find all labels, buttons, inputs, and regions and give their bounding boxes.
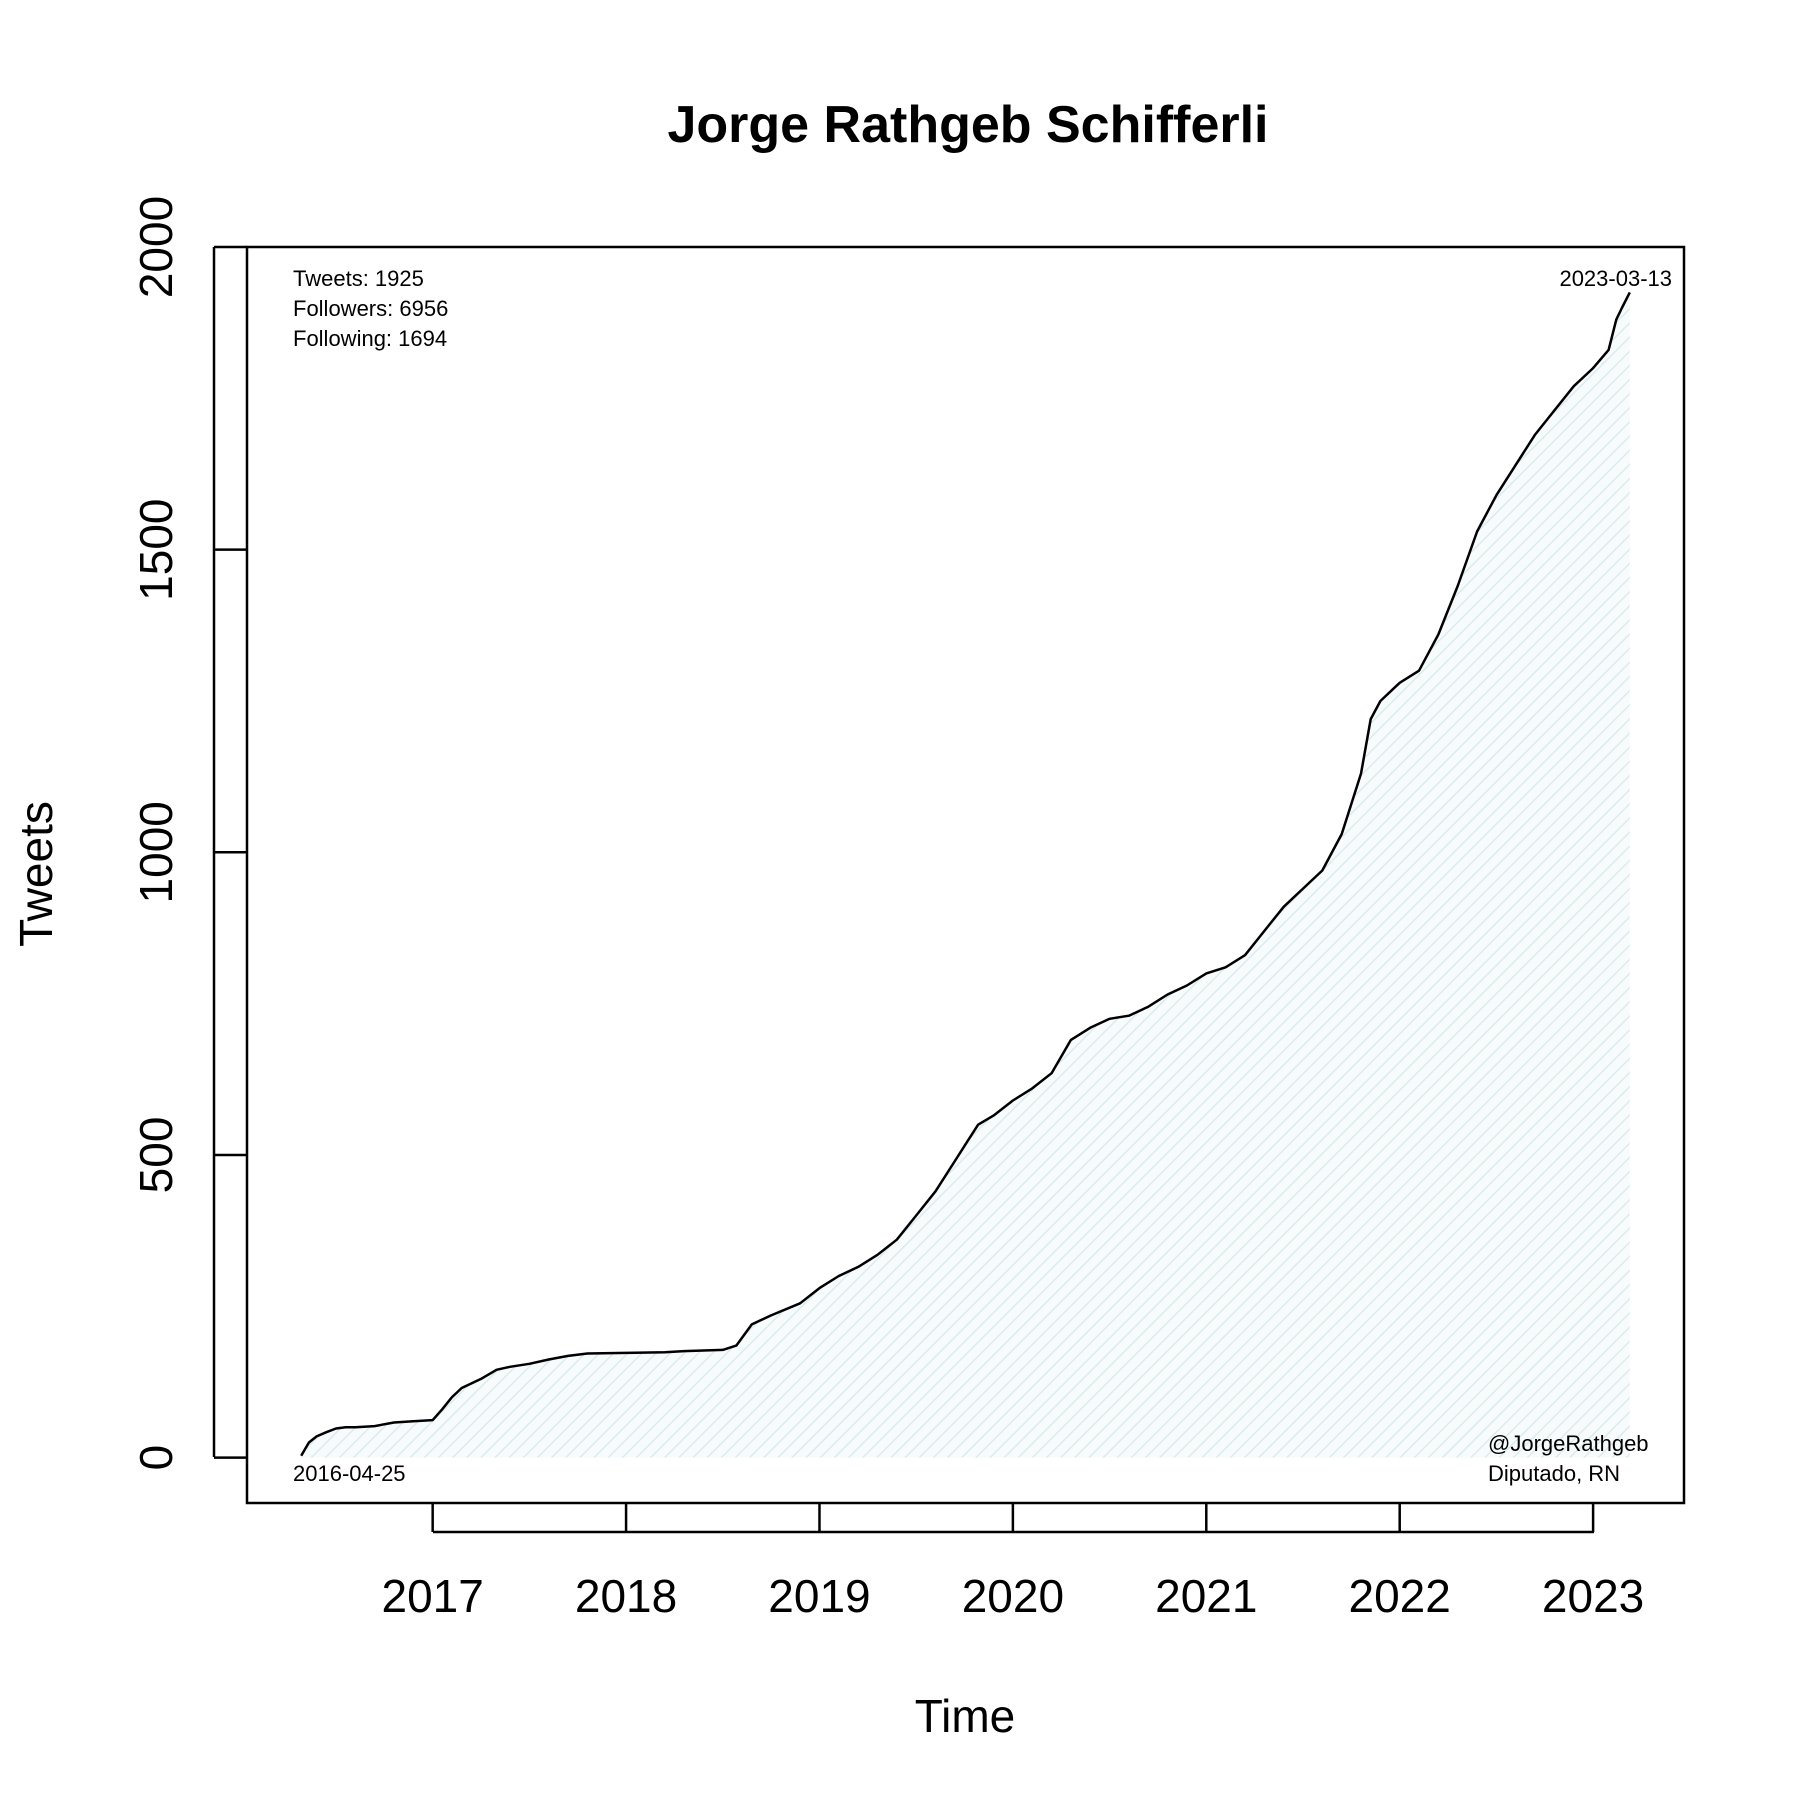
x-tick-label-2021: 2021 (1155, 1570, 1257, 1622)
plot-area (245, 245, 1686, 1505)
start-date-label: 2016-04-25 (293, 1461, 406, 1486)
following-count: Following: 1694 (293, 326, 447, 351)
followers-count: Followers: 6956 (293, 296, 448, 321)
user-handle: @JorgeRathgeb (1488, 1431, 1649, 1456)
x-axis: 2017 2018 2019 2020 2021 2022 2023 (381, 1503, 1644, 1622)
y-axis-label: Tweets (10, 801, 62, 947)
y-tick-label-1500: 1500 (130, 498, 182, 600)
x-tick-label-2018: 2018 (575, 1570, 677, 1622)
cumulative-area (301, 292, 1630, 1458)
end-date-label: 2023-03-13 (1559, 266, 1672, 291)
x-axis-label: Time (915, 1690, 1016, 1742)
y-tick-label-0: 0 (130, 1445, 182, 1471)
chart-title: Jorge Rathgeb Schifferli (668, 96, 1269, 154)
x-tick-label-2022: 2022 (1349, 1570, 1451, 1622)
y-tick-label-1000: 1000 (130, 801, 182, 903)
x-tick-label-2017: 2017 (381, 1570, 483, 1622)
plot-frame (245, 245, 1686, 1505)
x-tick-label-2023: 2023 (1542, 1570, 1644, 1622)
cumulative-tweets-line (300, 291, 1631, 1457)
x-tick-label-2019: 2019 (768, 1570, 870, 1622)
user-role: Diputado, RN (1488, 1461, 1620, 1486)
y-axis: 0 500 1000 1500 2000 (130, 196, 247, 1471)
y-tick-label-500: 500 (130, 1117, 182, 1194)
tweets-count: Tweets: 1925 (293, 266, 424, 291)
x-tick-label-2020: 2020 (962, 1570, 1064, 1622)
y-tick-label-2000: 2000 (130, 196, 182, 298)
